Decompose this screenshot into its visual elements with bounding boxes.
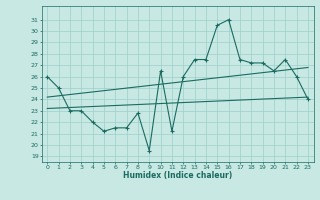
X-axis label: Humidex (Indice chaleur): Humidex (Indice chaleur): [123, 171, 232, 180]
